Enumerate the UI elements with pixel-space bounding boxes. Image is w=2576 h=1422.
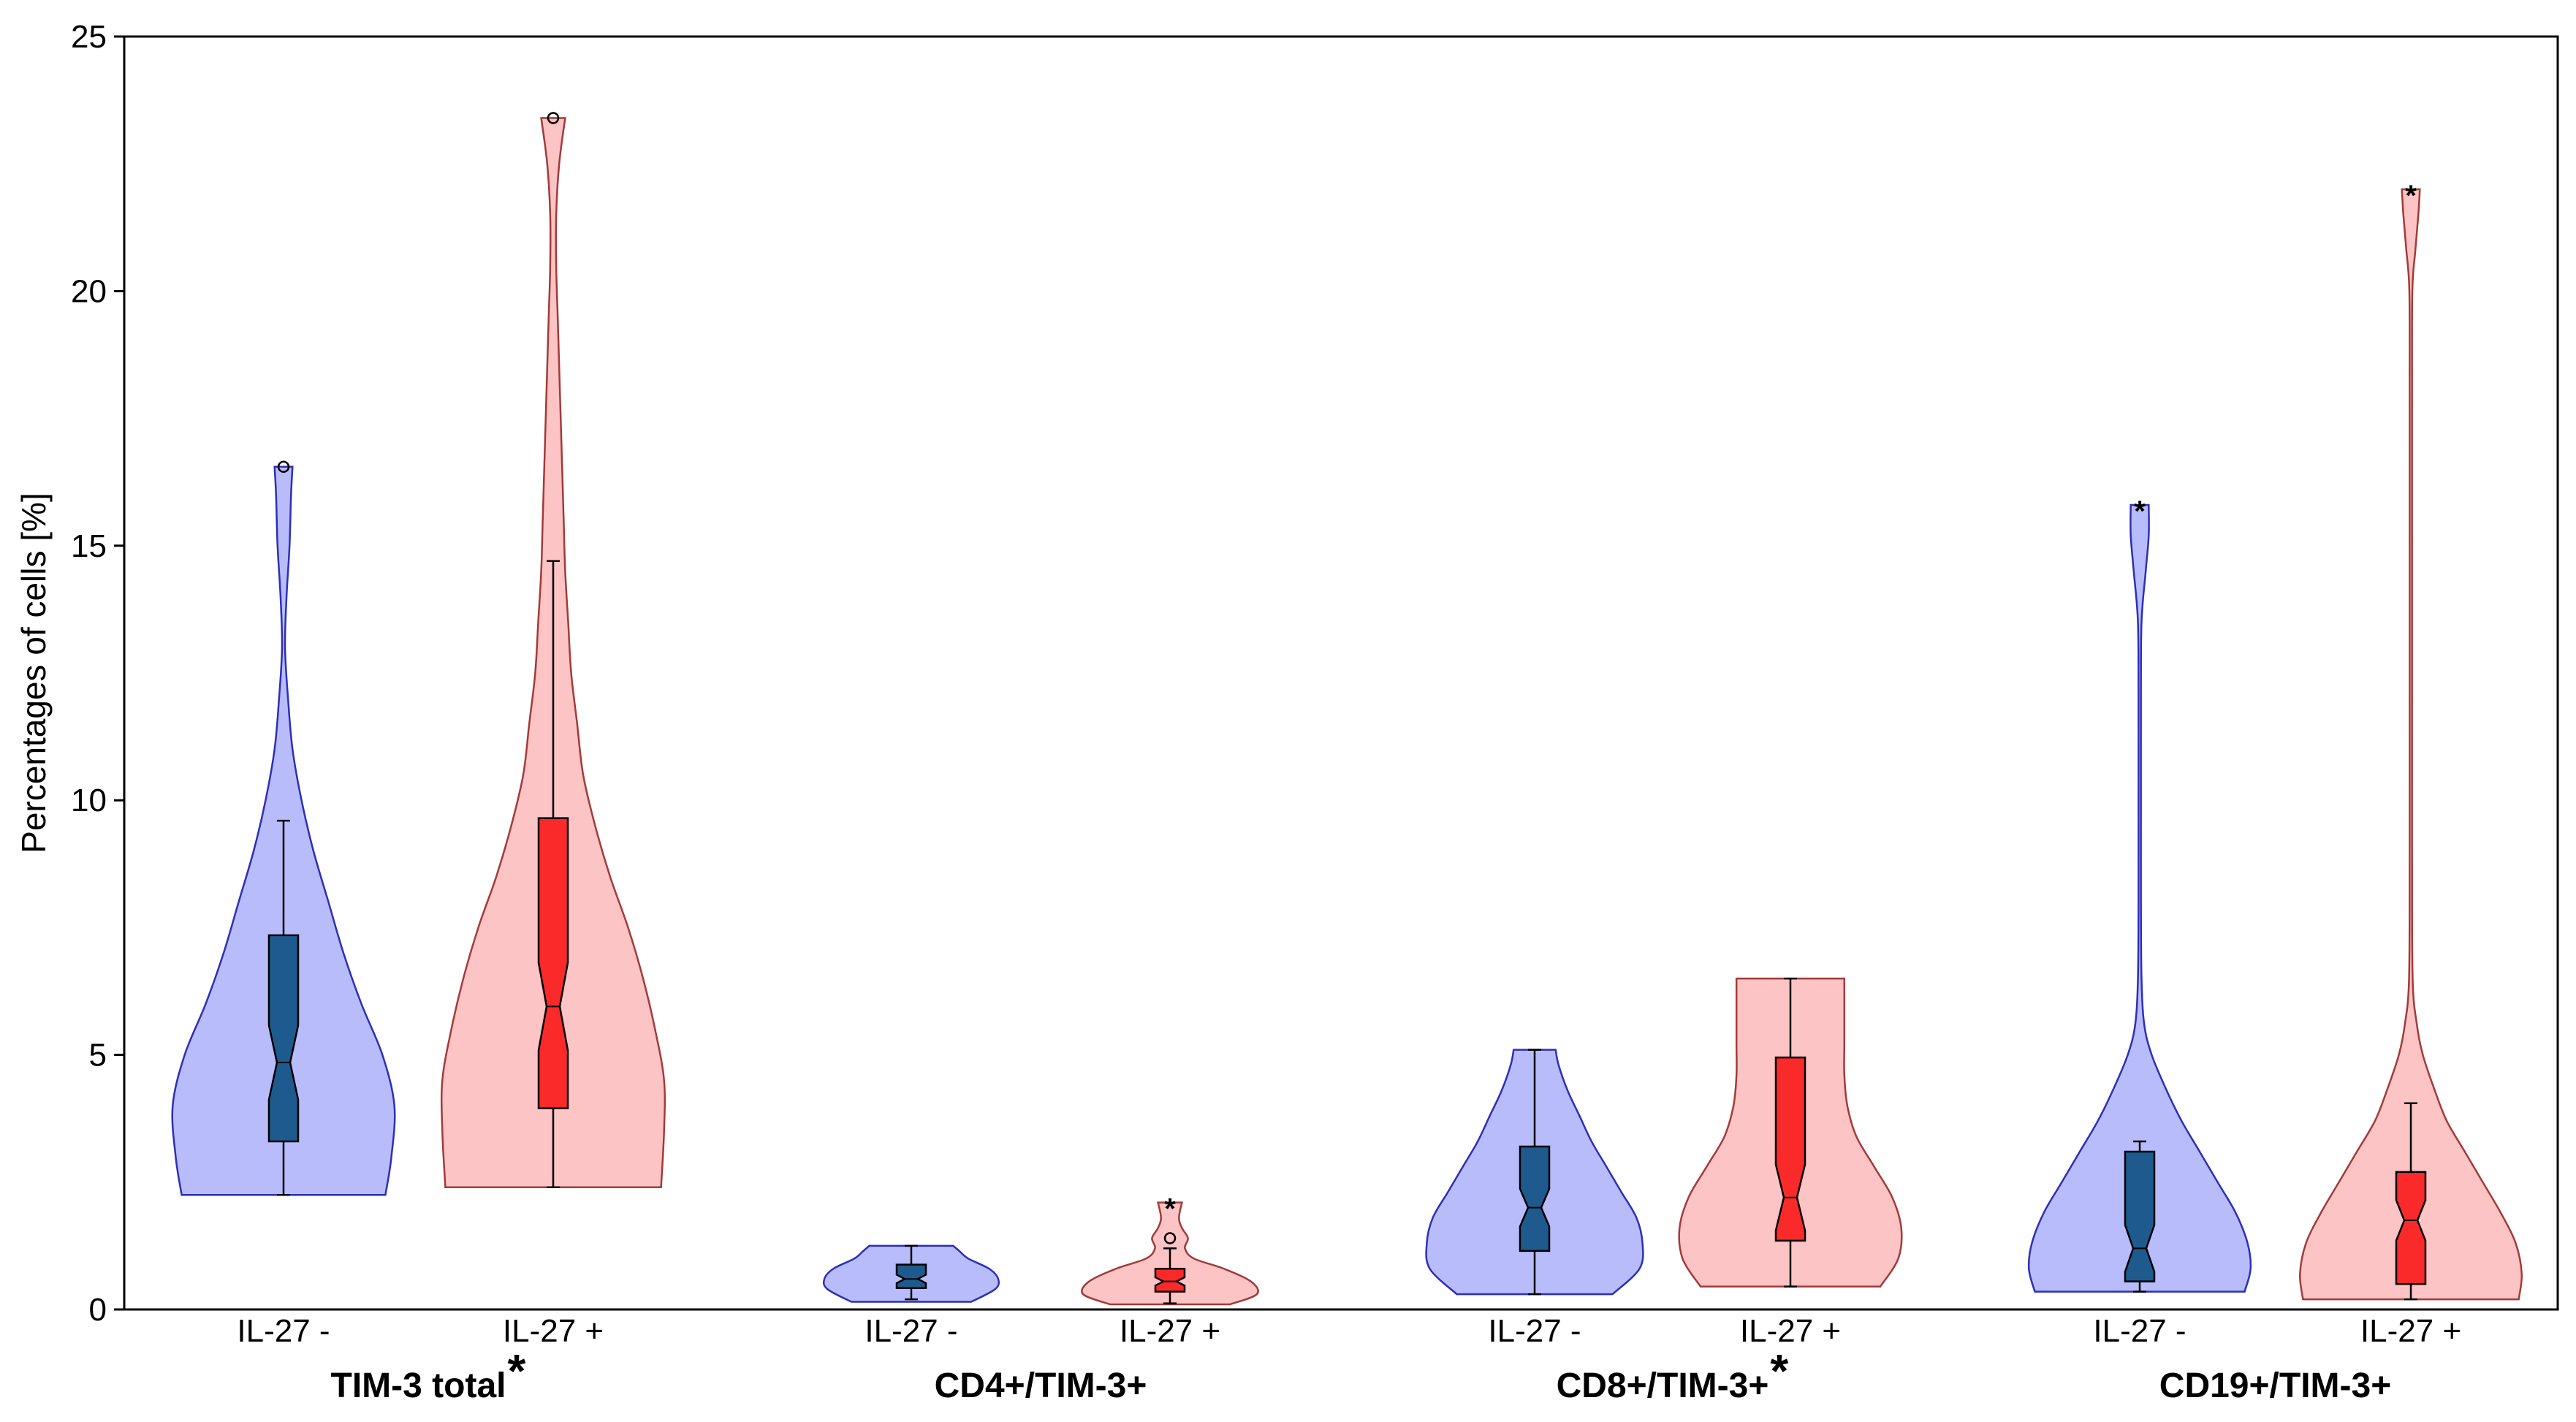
box: [1774, 1056, 1806, 1242]
violin-CD19+/TIM-3+-IL-27 -: [2027, 503, 2252, 1293]
plot-area: * * *: [171, 112, 2523, 1306]
box: [1519, 1145, 1551, 1252]
outlier-circle: [277, 460, 290, 474]
box: [267, 934, 300, 1143]
outlier-star: *: [2405, 180, 2417, 212]
y-tick-label: 5: [89, 1038, 107, 1073]
x-sublabel: IL-27 +: [503, 1313, 604, 1349]
box: [895, 1263, 927, 1289]
outlier-circle: [547, 112, 560, 124]
y-tick-label: 15: [71, 528, 107, 564]
x-sublabel: IL-27 -: [2093, 1313, 2186, 1349]
group-label: CD19+/TIM-3+: [2159, 1366, 2391, 1405]
box: [1154, 1268, 1186, 1293]
outlier-star: *: [1164, 1193, 1176, 1225]
y-tick-label: 0: [89, 1292, 107, 1328]
x-sublabel: IL-27 +: [1740, 1313, 1841, 1349]
outlier-star: *: [2134, 495, 2146, 528]
plot-frame: [123, 35, 2559, 1311]
box: [2395, 1171, 2427, 1285]
x-sublabel: IL-27 +: [2360, 1313, 2461, 1349]
outlier-circle: [1163, 1232, 1177, 1244]
y-axis-title: Percentages of cells [%]: [15, 493, 53, 853]
x-sublabel: IL-27 +: [1120, 1313, 1220, 1349]
significance-mark: *: [507, 1345, 525, 1397]
box: [2124, 1150, 2156, 1282]
violin-CD19+/TIM-3+-IL-27 +: [2299, 188, 2523, 1301]
y-tick-label: 10: [71, 783, 107, 818]
y-tick-label: 20: [71, 273, 107, 309]
group-label: TIM-3 total: [331, 1366, 506, 1405]
x-sublabel: IL-27 -: [865, 1313, 957, 1349]
group-label: CD8+/TIM-3+: [1557, 1366, 1769, 1405]
x-sublabel: IL-27 -: [1488, 1313, 1581, 1349]
significance-mark: *: [1770, 1345, 1788, 1397]
x-sublabel: IL-27 -: [237, 1313, 330, 1349]
group-label: CD4+/TIM-3+: [935, 1366, 1147, 1405]
box: [537, 817, 569, 1110]
y-tick-label: 25: [71, 19, 107, 55]
